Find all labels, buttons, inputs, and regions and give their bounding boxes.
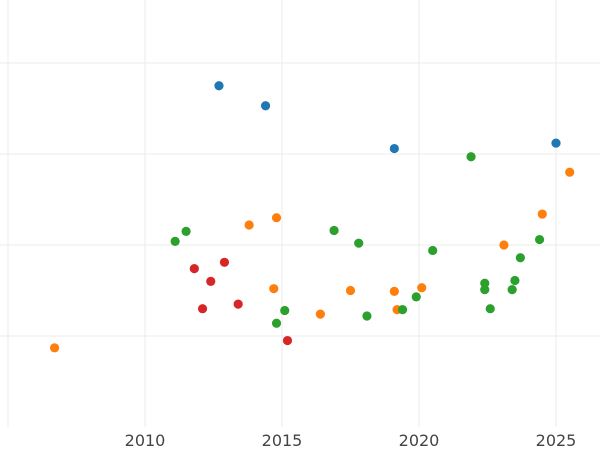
data-point — [345, 285, 356, 296]
data-point — [271, 213, 282, 223]
data-point — [197, 304, 208, 314]
data-point — [551, 138, 561, 148]
data-point — [244, 220, 254, 230]
data-point — [534, 234, 545, 245]
data-point — [170, 236, 180, 246]
data-point — [315, 309, 325, 319]
data-point — [411, 292, 421, 302]
data-point — [280, 305, 290, 316]
data-point — [282, 335, 293, 346]
data-point — [417, 283, 427, 293]
grid — [0, 0, 600, 427]
data-point — [214, 81, 224, 91]
data-point — [49, 343, 60, 353]
data-point — [428, 245, 438, 256]
data-point — [260, 101, 271, 111]
data-points — [49, 81, 575, 353]
data-point — [269, 284, 279, 294]
data-point — [510, 275, 520, 286]
x-tick-label: 2015 — [262, 431, 303, 450]
data-point — [362, 311, 372, 321]
data-point — [466, 152, 476, 162]
data-point — [389, 286, 399, 297]
data-point — [233, 299, 243, 309]
data-point — [354, 238, 364, 248]
x-axis-tick-labels: 2010 2015 2020 2025 — [125, 431, 577, 450]
data-point — [206, 276, 216, 286]
data-point — [515, 253, 525, 263]
data-point — [480, 278, 490, 288]
data-point — [507, 284, 517, 295]
data-point — [329, 225, 339, 236]
data-point — [219, 257, 230, 267]
data-point — [537, 209, 547, 219]
data-point — [397, 305, 408, 315]
data-point — [271, 318, 282, 328]
data-point — [485, 304, 495, 314]
data-point — [189, 264, 199, 274]
data-point — [565, 167, 575, 177]
data-point — [480, 284, 490, 295]
x-tick-label: 2025 — [536, 431, 577, 450]
data-point — [499, 240, 509, 250]
data-point — [389, 143, 399, 154]
data-point — [181, 226, 191, 236]
x-tick-label: 2020 — [399, 431, 440, 450]
x-tick-label: 2010 — [125, 431, 166, 450]
